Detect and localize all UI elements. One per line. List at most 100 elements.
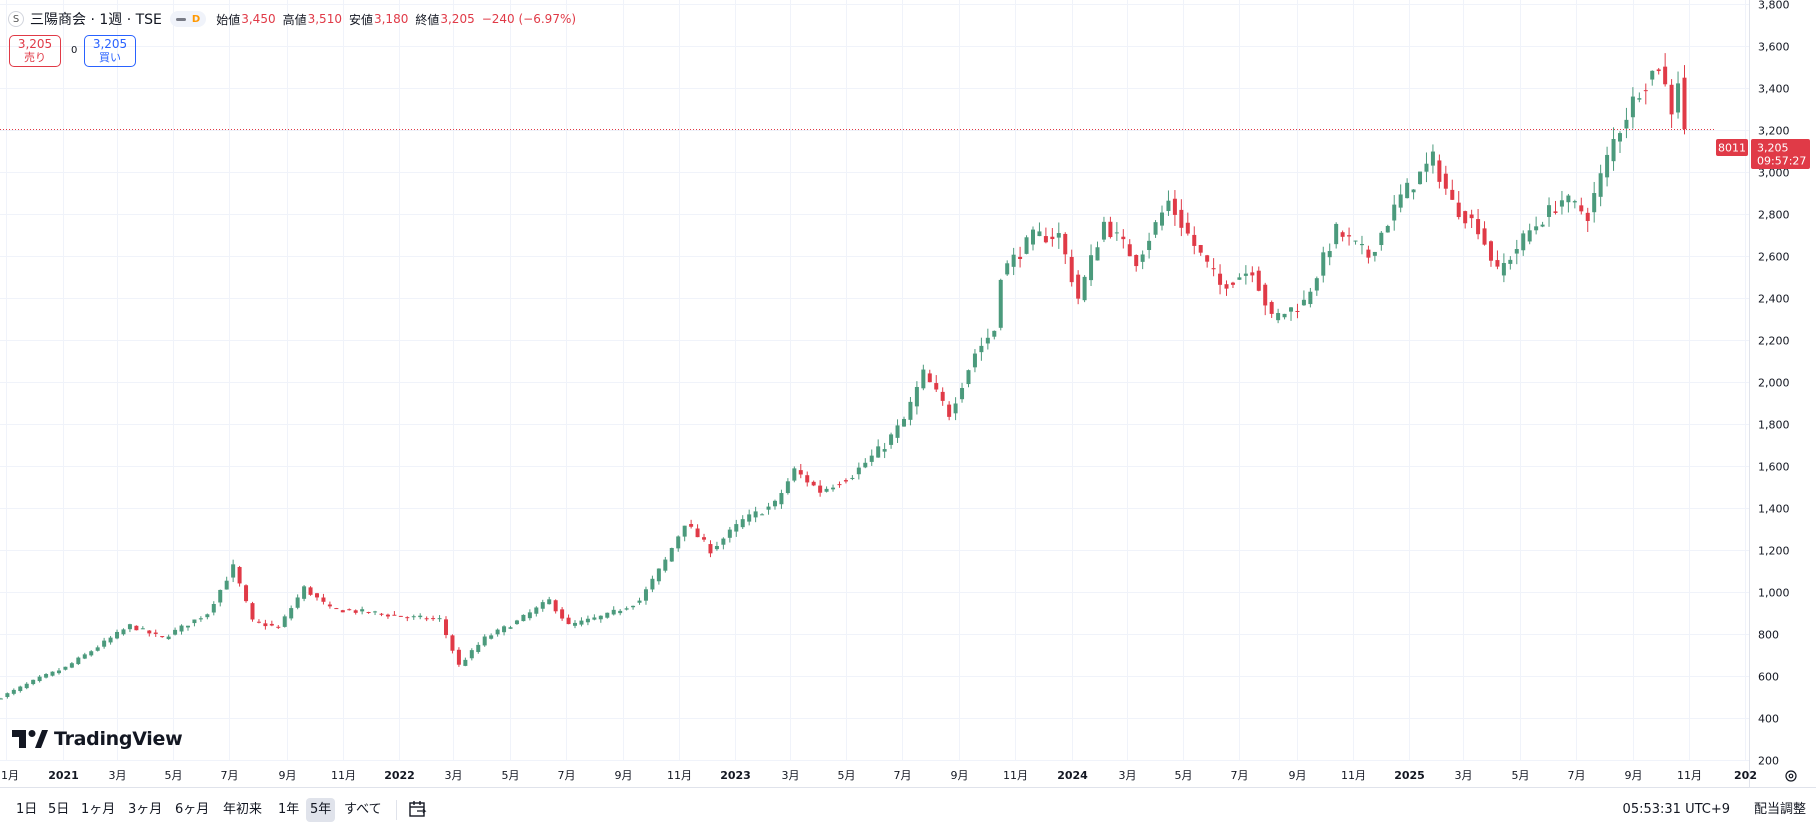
time-tick-label: 2025 — [1394, 769, 1425, 782]
time-tick-label: 5月 — [502, 769, 520, 782]
price-tick-label: 200 — [1758, 755, 1779, 768]
candle-body — [11, 689, 16, 694]
price-tick-label: 3,600 — [1758, 41, 1790, 54]
candle-body — [1321, 252, 1326, 276]
candle-body — [727, 529, 732, 538]
tradingview-logo[interactable]: TradingView — [12, 728, 183, 750]
price-chart[interactable]: 200 400 600 800 1,000 1,200 1,400 1,600 1,800 2,0… — [0, 0, 1816, 787]
candle-body — [1289, 307, 1294, 312]
candle-body — [263, 623, 268, 627]
candle-body — [1676, 83, 1681, 113]
low-value: 3,180 — [373, 12, 409, 26]
sell-button[interactable]: 3,205 売り — [9, 35, 61, 67]
candle-body — [1134, 254, 1139, 267]
candle-body — [1101, 221, 1106, 240]
candle-body — [269, 623, 274, 626]
buy-button[interactable]: 3,205 買い — [84, 35, 136, 67]
price-tick-label: 2,400 — [1758, 293, 1790, 306]
candle-body — [811, 481, 816, 486]
candle-body — [824, 488, 829, 492]
time-tick-label: 11月 — [1341, 769, 1366, 782]
goto-date-calendar-icon[interactable] — [408, 799, 428, 819]
range-3m[interactable]: 3ヶ月 — [128, 802, 163, 817]
high-value: 3,510 — [307, 12, 342, 26]
candle-body — [798, 470, 803, 475]
candle-body — [592, 617, 597, 620]
candle-body — [1147, 240, 1152, 251]
candle-body — [1559, 200, 1564, 207]
candle-body — [766, 506, 771, 510]
candle-body — [1379, 232, 1384, 246]
candle-body — [1276, 313, 1281, 321]
candle-body — [1140, 254, 1145, 262]
time-tick-label: 2024 — [1057, 769, 1088, 782]
time-tick-label: 11月 — [1677, 769, 1702, 782]
candle-body — [31, 679, 36, 685]
candle-body — [489, 635, 494, 639]
candle-body — [521, 614, 526, 622]
price-tick-label: 1,400 — [1758, 503, 1790, 516]
dividend-adjust-toggle[interactable]: 配当調整 — [1753, 802, 1806, 817]
candle-body — [327, 604, 332, 607]
candle-body — [940, 391, 945, 401]
price-tick-label: 1,000 — [1758, 587, 1790, 600]
time-axis[interactable]: 11月 2021 3月 5月 7月 9月 11月 2022 3月 5月 7月 9月 11月 2023 3月 5… — [0, 769, 1757, 782]
candle-body — [1547, 205, 1552, 217]
candle-body — [392, 614, 397, 616]
change-value: −240 (−6.97%) — [481, 12, 577, 26]
candle-body — [979, 345, 984, 353]
market-status-pill[interactable]: D — [169, 11, 207, 27]
candle-body — [321, 597, 326, 602]
candle-body — [540, 602, 545, 609]
settings-gear-icon[interactable] — [1785, 770, 1797, 782]
candle-body — [850, 477, 855, 479]
price-axis[interactable]: 200 400 600 800 1,000 1,200 1,400 1,600 1,800 2,0… — [1758, 0, 1790, 768]
candle-body — [166, 636, 171, 640]
time-tick-label: 5月 — [1512, 769, 1530, 782]
candle-body — [1230, 282, 1235, 285]
candle-body — [927, 373, 932, 383]
candle-body — [1314, 278, 1319, 291]
candle-body — [379, 613, 384, 615]
candle-body — [837, 484, 842, 486]
candle-body — [1598, 173, 1603, 197]
time-tick-label: 9月 — [951, 769, 969, 782]
range-1y[interactable]: 1年 — [278, 802, 300, 817]
legend-header: S 三陽商会 · 1週 · TSE D 始値 3,450 高値 3,510 安値 3,… — [8, 9, 583, 29]
candle-body — [882, 449, 887, 452]
symbol-title[interactable]: 三陽商会 · 1週 · TSE — [30, 12, 162, 28]
candle-body — [63, 666, 68, 670]
price-tick-label: 600 — [1758, 671, 1779, 684]
candle-body — [1114, 232, 1119, 234]
range-ytd[interactable]: 年初来 — [223, 802, 263, 817]
candle-body — [508, 627, 513, 629]
range-5y[interactable]: 5年 — [306, 798, 336, 822]
candle-body — [714, 545, 719, 550]
candle-body — [1024, 237, 1029, 254]
timezone-clock[interactable]: 05:53:31 UTC+9 — [1622, 802, 1730, 817]
candle-body — [205, 614, 210, 618]
candle-body — [366, 611, 371, 613]
range-1d[interactable]: 1日 — [16, 802, 38, 817]
candle-body — [1682, 77, 1687, 130]
candle-body — [1540, 224, 1545, 227]
candle-body — [1656, 69, 1661, 72]
candle-body — [37, 676, 42, 682]
range-5d[interactable]: 5日 — [48, 802, 70, 817]
candle-body — [656, 568, 661, 582]
candle-body — [140, 628, 145, 630]
candle-body — [760, 514, 765, 516]
candle-body — [566, 617, 571, 625]
candle-body — [682, 525, 687, 537]
candle-body — [1418, 171, 1423, 185]
range-6m[interactable]: 6ヶ月 — [175, 802, 210, 817]
range-all[interactable]: すべて — [344, 802, 382, 817]
candle-body — [1295, 310, 1300, 312]
candle-body — [147, 630, 152, 634]
range-1m[interactable]: 1ヶ月 — [81, 802, 116, 817]
candle-body — [598, 615, 603, 620]
candle-body — [947, 404, 952, 417]
candle-body — [1585, 212, 1590, 221]
candle-body — [643, 589, 648, 601]
candle-body — [689, 524, 694, 527]
